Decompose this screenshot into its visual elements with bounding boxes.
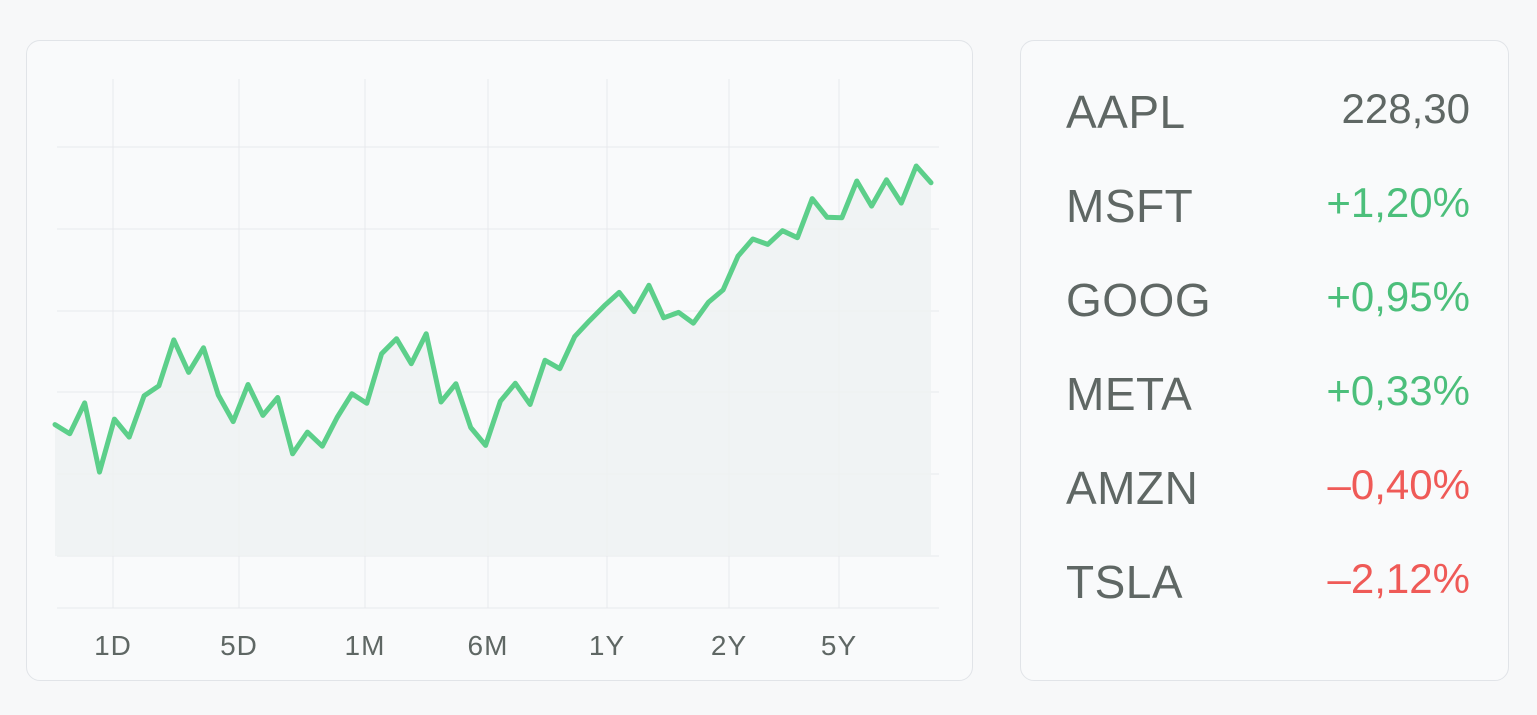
- ticker-symbol: META: [1066, 368, 1193, 420]
- ticker-value: 228,30: [1341, 85, 1470, 132]
- x-tick-label[interactable]: 1Y: [589, 630, 625, 661]
- ticker-value: +1,20%: [1326, 179, 1470, 226]
- watchlist-row[interactable]: GOOG +0,95%: [1021, 273, 1508, 333]
- price-chart: 1D 5D 1M 6M 1Y 2Y 5Y: [52, 79, 939, 661]
- watchlist-row[interactable]: AMZN –0,40%: [1021, 461, 1508, 521]
- ticker-symbol: GOOG: [1066, 274, 1212, 326]
- x-tick-label[interactable]: 2Y: [711, 630, 747, 661]
- x-tick-label[interactable]: 1D: [94, 630, 132, 661]
- x-tick-label[interactable]: 5D: [220, 630, 258, 661]
- watchlist-row[interactable]: META +0,33%: [1021, 367, 1508, 427]
- x-tick-label[interactable]: 1M: [345, 630, 386, 661]
- price-line: [52, 163, 934, 475]
- x-axis-ticks[interactable]: 1D 5D 1M 6M 1Y 2Y 5Y: [94, 630, 857, 661]
- ticker-symbol: TSLA: [1066, 556, 1184, 608]
- price-chart-card: 1D 5D 1M 6M 1Y 2Y 5Y: [26, 40, 973, 681]
- watchlist-row[interactable]: TSLA –2,12%: [1021, 555, 1508, 615]
- ticker-value: –2,12%: [1327, 555, 1470, 602]
- ticker-symbol: MSFT: [1066, 180, 1194, 232]
- watchlist-card: AAPL 228,30 MSFT +1,20% GOOG +0,95% META +0,33%…: [1020, 40, 1509, 681]
- x-tick-label[interactable]: 5Y: [821, 630, 857, 661]
- watchlist-row[interactable]: MSFT +1,20%: [1021, 179, 1508, 239]
- ticker-value: –0,40%: [1327, 461, 1470, 508]
- ticker-value: +0,33%: [1326, 367, 1470, 414]
- x-tick-label[interactable]: 6M: [468, 630, 509, 661]
- ticker-symbol: AMZN: [1066, 462, 1199, 514]
- ticker-symbol: AAPL: [1066, 86, 1186, 138]
- watchlist-row[interactable]: AAPL 228,30: [1021, 85, 1508, 145]
- ticker-value: +0,95%: [1326, 273, 1470, 320]
- price-area: [55, 166, 931, 556]
